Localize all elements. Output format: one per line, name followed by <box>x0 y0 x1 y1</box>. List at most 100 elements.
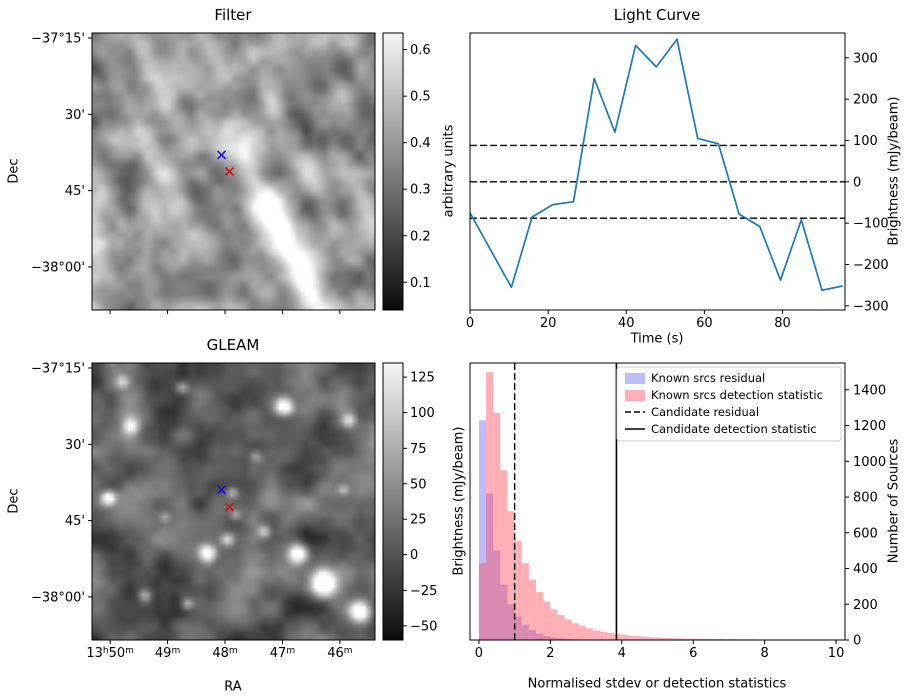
filter-colorbar-tick-label: 0.4 <box>410 136 431 151</box>
hist-bar <box>593 630 601 640</box>
hist-bar <box>707 638 715 640</box>
hist-bar <box>586 628 594 640</box>
gleam-ra-tick-label: 47m <box>270 646 295 661</box>
hist-bar <box>671 638 679 640</box>
histogram-y-tick-label: 1000 <box>853 455 886 470</box>
filter-cbar-label: arbitrary units <box>441 124 457 218</box>
hist-bar <box>500 584 508 640</box>
hist-bar <box>728 639 737 640</box>
hist-bar <box>507 511 515 640</box>
filter-title: Filter <box>214 6 252 24</box>
gleam-colorbar <box>382 362 404 641</box>
gleam-colorbar-tick-label: 75 <box>410 442 427 457</box>
gleam-ylabel: Dec <box>6 488 22 514</box>
lightcurve-x-tick-label: 60 <box>696 316 713 331</box>
histogram-x-tick-label: 8 <box>761 646 769 661</box>
hist-bar <box>478 420 487 640</box>
gleam-colorbar-tick-label: 50 <box>410 477 427 492</box>
legend-label: Known srcs detection statistic <box>651 388 823 402</box>
hist-bar <box>557 614 565 640</box>
hist-bar <box>521 624 529 640</box>
filter-colorbar-tick-label: 0.6 <box>410 43 431 58</box>
hist-bar <box>700 638 708 640</box>
histogram-x-tick-label: 2 <box>546 646 554 661</box>
gleam-ra-tick-label: 49m <box>155 646 180 661</box>
filter-colorbar-tick-label: 0.1 <box>410 276 431 291</box>
hist-bar <box>521 563 529 640</box>
legend-box <box>616 366 842 442</box>
hist-bar <box>743 639 751 640</box>
hist-bar <box>664 637 672 640</box>
hist-bar <box>493 550 501 640</box>
lightcurve-y-tick-label: 100 <box>853 134 878 149</box>
gleam-title: GLEAM <box>206 336 260 354</box>
hist-bar <box>571 639 579 640</box>
gleam-colorbar-tick-label: −25 <box>410 584 437 599</box>
hist-bar <box>636 636 644 640</box>
hist-bar <box>643 636 651 640</box>
hist-bar <box>564 619 572 640</box>
gleam-xlabel: RA <box>224 679 242 695</box>
filter-colorbar <box>382 32 404 311</box>
gleam-dec-tick-label: −38°00' <box>31 590 85 605</box>
gleam-colorbar-tick-label: 100 <box>410 406 435 421</box>
lightcurve-y-tick-label: −100 <box>853 217 889 232</box>
hist-bar <box>736 639 744 640</box>
hist-bar <box>514 540 522 640</box>
hist-bar <box>493 413 501 640</box>
hist-bar <box>536 633 544 640</box>
hist-bar <box>607 633 615 640</box>
histogram-y-tick-label: 1400 <box>853 383 886 398</box>
histogram-frame <box>469 362 846 641</box>
gleam-ra-tick-label: 46m <box>327 646 352 661</box>
lightcurve-frame <box>469 32 846 311</box>
hist-bar <box>650 637 658 640</box>
hist-series-1 <box>478 371 837 640</box>
hist-bar <box>750 639 758 640</box>
hist-bar <box>600 631 608 640</box>
hist-bar <box>557 638 565 640</box>
hist-bar <box>550 609 558 640</box>
histogram-y-tick-label: 0 <box>853 634 861 649</box>
lightcurve-xlabel: Time (s) <box>630 331 684 347</box>
hist-bar <box>550 637 558 640</box>
lightcurve-y-tick-label: −200 <box>853 258 889 273</box>
hist-bar <box>764 639 772 640</box>
gleam-colorbar-tick-label: 0 <box>410 548 418 563</box>
histogram-xlabel: Normalised stdev or detection statistics <box>527 676 787 692</box>
filter-dec-tick-label: 45' <box>65 184 85 199</box>
hist-bar <box>528 579 537 640</box>
hist-bar <box>628 635 637 640</box>
histogram-x-tick-label: 10 <box>828 646 845 661</box>
hist-bar <box>578 639 587 640</box>
filter-dec-tick-label: 30' <box>65 108 85 123</box>
gleam-dec-tick-label: 30' <box>65 438 85 453</box>
hist-bar <box>614 634 622 640</box>
filter-sky-image <box>92 33 375 310</box>
legend-label: Known srcs residual <box>651 371 765 385</box>
hist-bar <box>657 637 665 640</box>
gleam-colorbar-tick-label: −50 <box>410 619 437 634</box>
filter-colorbar-tick-label: 0.3 <box>410 183 431 198</box>
hist-bar <box>757 639 765 640</box>
lightcurve-ylabel: Brightness (mJy/beam) <box>886 96 902 246</box>
legend-patch <box>625 390 645 401</box>
hist-bar <box>486 371 494 640</box>
hist-bar <box>693 638 701 640</box>
lightcurve-y-tick-label: 300 <box>853 51 878 66</box>
lightcurve-y-tick-label: −300 <box>853 299 889 314</box>
hist-bar <box>564 638 572 640</box>
filter-dec-tick-label: −38°00' <box>31 260 85 275</box>
histogram-y-tick-label: 600 <box>853 526 878 541</box>
hist-bar <box>714 638 722 640</box>
lightcurve-x-tick-label: 20 <box>540 316 557 331</box>
gleam-ra-tick-label: 48m <box>212 646 237 661</box>
hist-bar <box>543 636 551 640</box>
hist-bar <box>571 623 579 640</box>
hist-bar <box>500 470 508 640</box>
legend-label: Candidate detection statistic <box>651 422 817 436</box>
histogram-ylabel: Number of Sources <box>886 438 902 564</box>
gleam-dec-tick-label: −37°15' <box>31 361 85 376</box>
filter-colorbar-tick-label: 0.2 <box>410 229 431 244</box>
